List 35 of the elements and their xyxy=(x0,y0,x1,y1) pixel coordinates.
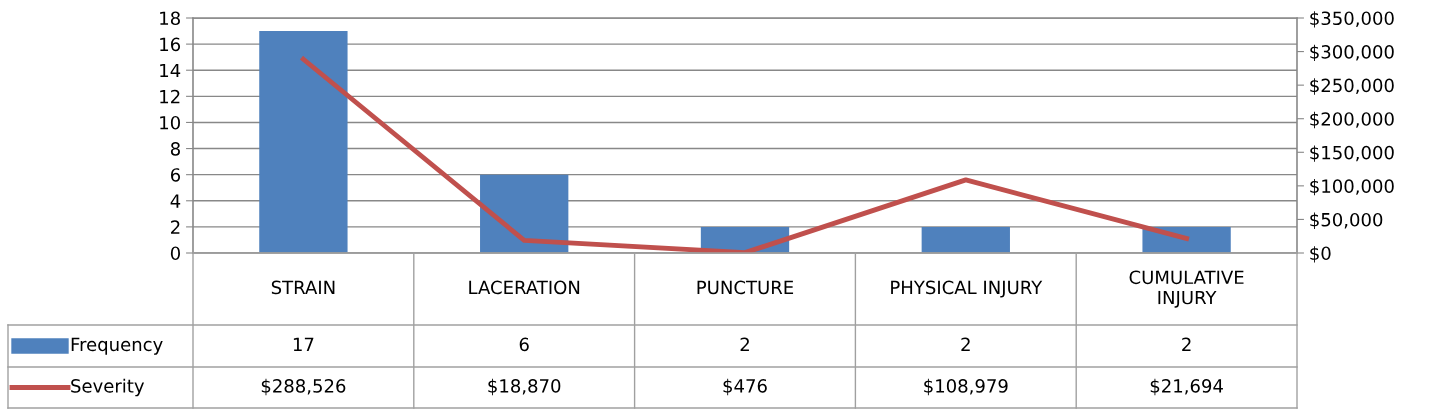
data-label: $21,694 xyxy=(1150,378,1223,396)
legend-label: Severity xyxy=(71,378,145,397)
y2-tick-label: $300,000 xyxy=(1310,44,1394,62)
data-label: 2 xyxy=(1182,337,1191,351)
y-tick-label: 4 xyxy=(170,194,181,208)
data-label: 6 xyxy=(519,337,529,352)
y2-tick-label: $250,000 xyxy=(1310,78,1394,95)
y-tick-label: 18 xyxy=(160,11,180,26)
y2-tick-label: $0 xyxy=(1310,246,1331,263)
y2-tick-label: $100,000 xyxy=(1310,179,1394,196)
data-label: 17 xyxy=(293,337,314,351)
legend-label: Frequency xyxy=(71,337,163,355)
data-label: 2 xyxy=(740,337,749,351)
y2-tick-label: $350,000 xyxy=(1310,11,1394,28)
data-label: $476 xyxy=(723,378,767,396)
x-tick-label: LACERATION xyxy=(469,280,580,295)
y2-tick-label: $200,000 xyxy=(1310,111,1394,129)
y-tick-label: 8 xyxy=(170,142,180,156)
data-label: 2 xyxy=(961,337,970,351)
x-tick-label: PHYSICAL INJURY xyxy=(891,280,1043,298)
x-tick-label: STRAIN xyxy=(271,280,335,295)
x-tick-label: PUNCTURE xyxy=(697,280,794,295)
y-tick-label: 12 xyxy=(160,89,180,104)
data-label: $18,870 xyxy=(488,378,561,396)
y2-tick-label: $150,000 xyxy=(1310,145,1394,162)
y-tick-label: 10 xyxy=(160,115,180,130)
y-tick-label: 2 xyxy=(171,220,180,234)
x-tick-label: CUMULATIVE INJURY xyxy=(1129,270,1244,308)
y2-tick-label: $50,000 xyxy=(1310,212,1383,229)
y-tick-label: 6 xyxy=(170,168,181,182)
data-label: $108,979 xyxy=(924,378,1008,396)
data-label: $288,526 xyxy=(261,378,346,396)
y-tick-label: 16 xyxy=(160,37,181,52)
y-tick-label: 14 xyxy=(160,63,181,78)
y-tick-label: 0 xyxy=(170,246,180,261)
